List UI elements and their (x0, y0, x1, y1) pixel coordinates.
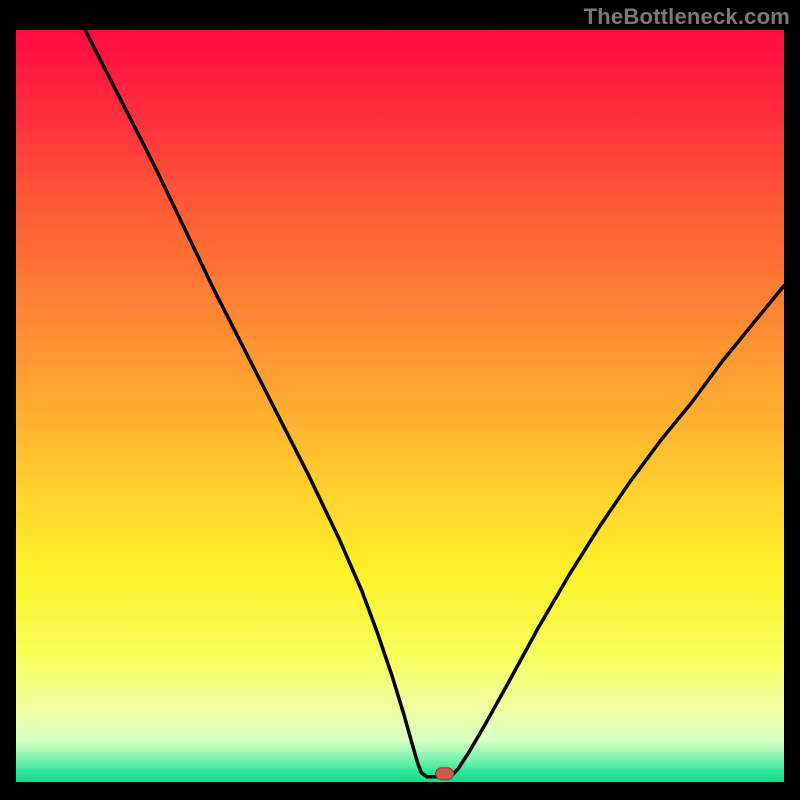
min-marker (436, 768, 454, 780)
chart-container: TheBottleneck.com (0, 0, 800, 800)
bottleneck-curve (16, 30, 784, 782)
curve-path (85, 30, 784, 777)
watermark-text: TheBottleneck.com (584, 4, 790, 30)
